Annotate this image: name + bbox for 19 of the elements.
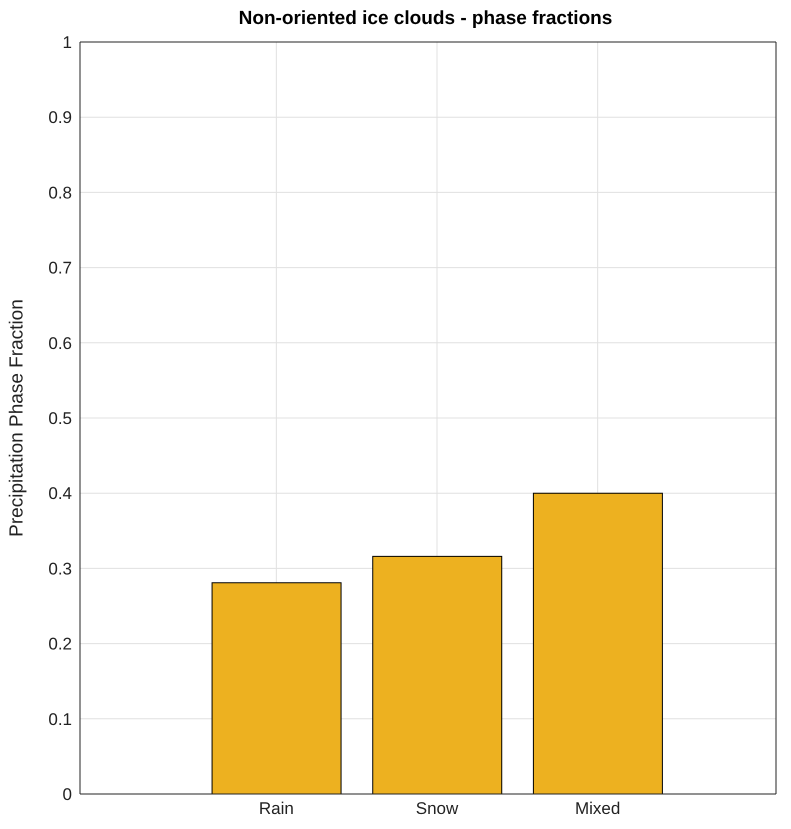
y-tick-label: 0.1: [48, 710, 72, 729]
y-tick-label: 0.4: [48, 484, 72, 504]
y-tick-label: 0.2: [48, 634, 72, 654]
y-tick-label: 0.8: [48, 183, 72, 202]
x-tick-label: Rain: [258, 799, 294, 818]
x-tick-label: Snow: [416, 799, 459, 818]
y-tick-label: 0.6: [48, 334, 72, 353]
y-axis-title: Precipitation Phase Fraction: [6, 299, 28, 537]
y-tick-label: 0.7: [48, 258, 72, 278]
y-tick-label: 0.5: [48, 409, 72, 428]
bar: [372, 556, 502, 794]
y-tick-label: 1: [62, 33, 72, 52]
bar: [532, 492, 663, 794]
y-tick-label: 0: [62, 785, 72, 804]
chart-title: Non-oriented ice clouds - phase fractions: [238, 8, 614, 31]
bar: [212, 582, 342, 794]
x-tick-label: Mixed: [574, 799, 620, 818]
y-tick-label: 0.3: [48, 559, 72, 578]
y-tick-label: 0.9: [48, 108, 72, 128]
